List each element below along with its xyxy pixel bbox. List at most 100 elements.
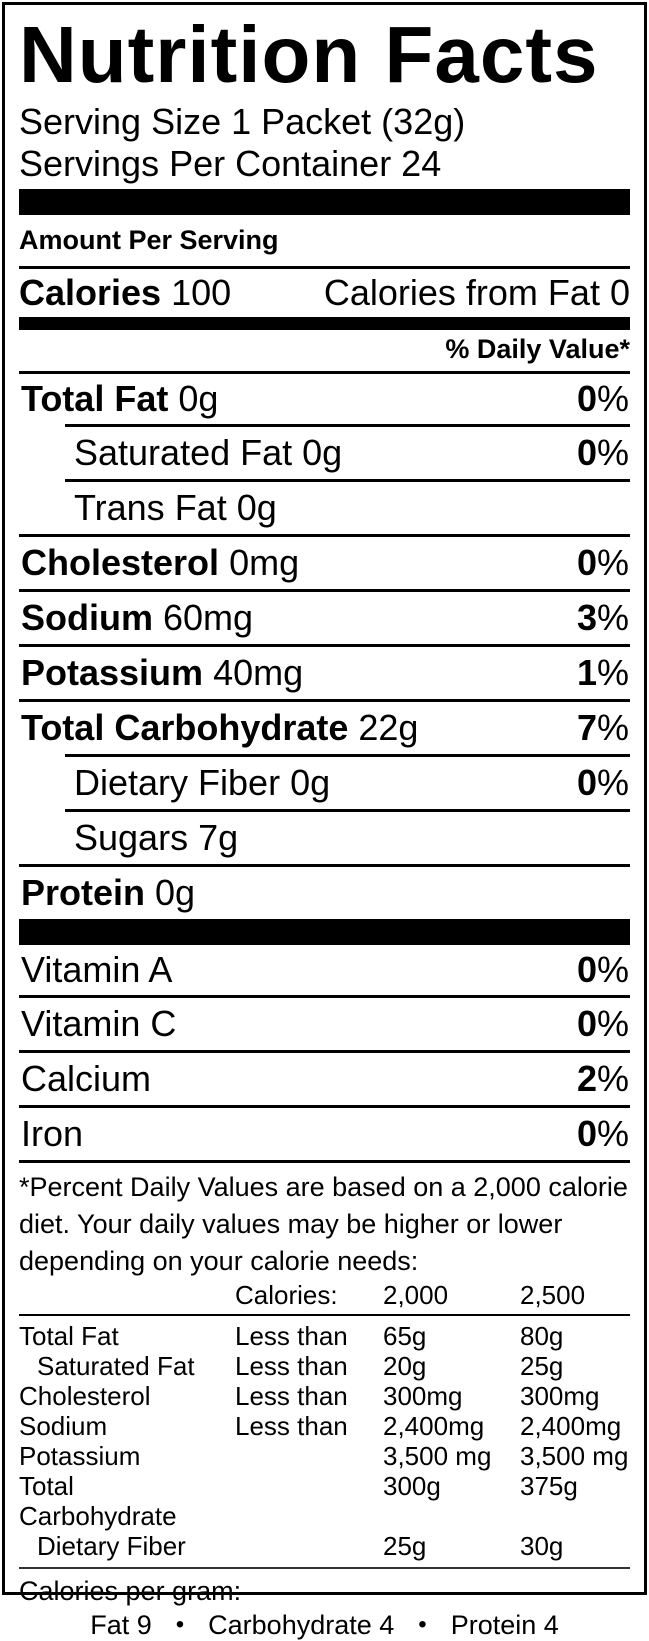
section-divider-bar xyxy=(19,189,630,215)
daily-value-digit: 0 xyxy=(576,762,597,803)
bullet-separator: • xyxy=(418,1611,427,1638)
nutrient-amount: 0g xyxy=(236,487,277,528)
vitamin-row: Iron 0% xyxy=(19,1105,630,1160)
nutrient-name: Cholesterol xyxy=(21,542,220,583)
nutrient-amount: 0g xyxy=(302,432,343,473)
calories-per-gram-item: Carbohydrate 4 xyxy=(208,1610,395,1640)
serving-size: Serving Size 1 Packet (32g) xyxy=(19,101,466,142)
nutrient-row: Total Fat 0g 0% xyxy=(19,374,630,424)
dv-table-nutrient: Saturated Fat xyxy=(37,1351,195,1381)
daily-value-percent: 0% xyxy=(577,1108,630,1160)
calories-value: Calories 100 xyxy=(19,269,231,317)
nutrient-amount: 0g xyxy=(178,378,219,419)
nutrient-amount: 22g xyxy=(358,707,419,748)
dv-table-col-2000: 2,000 xyxy=(383,1280,449,1310)
vitamin-row: Vitamin A 0% xyxy=(19,945,630,995)
dv-table-value-2500: 25g xyxy=(520,1351,564,1381)
calories-from-fat: Calories from Fat 0 xyxy=(324,269,630,317)
daily-value-table-header: Calories: 2,000 2,500 xyxy=(19,1280,630,1310)
dv-table-value-2500: 3,500 mg xyxy=(520,1441,629,1471)
dv-table-qualifier xyxy=(235,1531,383,1561)
percent-sign: % xyxy=(596,1113,629,1154)
nutrient-row: Sodium 60mg 3% xyxy=(19,589,630,644)
nutrient-name-amount: Sodium 60mg xyxy=(19,592,253,644)
nutrient-row: Trans Fat 0g xyxy=(65,479,630,534)
daily-value-digit: 0 xyxy=(576,1003,597,1044)
daily-value-percent: 0% xyxy=(577,945,630,995)
dv-table-row: Saturated Fat Less than 20g 25g xyxy=(19,1351,630,1381)
nutrient-row: Sugars 7g xyxy=(65,809,630,864)
nutrient-amount: 0mg xyxy=(229,542,300,583)
nutrient-name: Total Fat xyxy=(21,378,169,419)
dv-table-qualifier: Less than xyxy=(235,1411,348,1441)
dv-table-value-2500: 2,400mg xyxy=(520,1411,622,1441)
dv-table-nutrient: Potassium xyxy=(19,1441,141,1471)
calories-row: Calories 100 Calories from Fat 0 xyxy=(19,269,630,317)
dv-table-row: Total Carbohydrate 300g 375g xyxy=(19,1471,630,1531)
calories-per-gram-label: Calories per gram: xyxy=(19,1576,242,1606)
section-divider-bar xyxy=(19,919,630,945)
nutrient-name: Sodium xyxy=(21,597,153,638)
daily-value-digit: 1 xyxy=(576,652,597,693)
calories-label: Calories xyxy=(19,272,162,313)
nutrient-row: Cholesterol 0mg 0% xyxy=(19,534,630,589)
nutrient-name: Total Carbohydrate xyxy=(21,707,349,748)
dv-table-row: Sodium Less than 2,400mg 2,400mg xyxy=(19,1411,630,1441)
nutrient-row: Saturated Fat 0g 0% xyxy=(65,424,630,479)
nutrient-name: Sugars xyxy=(74,817,189,858)
daily-value-digit: 0 xyxy=(576,1113,597,1154)
daily-value-percent: 0% xyxy=(577,427,630,479)
dv-table-value-2500: 80g xyxy=(520,1321,564,1351)
percent-sign: % xyxy=(596,652,629,693)
calories-per-gram-item: Fat 9 xyxy=(90,1610,152,1640)
nutrient-amount: 40mg xyxy=(213,652,304,693)
calories-from-fat-label: Calories from Fat xyxy=(323,272,600,313)
dv-table-value-2000: 20g xyxy=(383,1351,427,1381)
dv-table-value-2000: 300mg xyxy=(383,1381,463,1411)
percent-sign: % xyxy=(596,542,629,583)
vitamin-name: Vitamin A xyxy=(21,949,173,990)
daily-value-table-rows: Total Fat Less than 65g 80g Saturated Fat Les… xyxy=(19,1314,630,1567)
calories-per-gram-item: Protein 4 xyxy=(450,1610,559,1640)
nutrient-row: Potassium 40mg 1% xyxy=(19,644,630,699)
vitamin-name: Calcium xyxy=(21,1058,152,1099)
daily-value-percent: 1% xyxy=(577,647,630,699)
daily-value-digit: 0 xyxy=(576,378,597,419)
bullet-separator: • xyxy=(175,1611,185,1638)
nutrient-amount: 7g xyxy=(198,817,239,858)
daily-value-header: % Daily Value* xyxy=(19,330,630,374)
dv-table-row: Cholesterol Less than 300mg 300mg xyxy=(19,1381,630,1411)
dv-table-nutrient: Cholesterol xyxy=(19,1381,151,1411)
dv-table-nutrient: Total Fat xyxy=(19,1321,119,1351)
dv-table-row: Total Fat Less than 65g 80g xyxy=(19,1321,630,1351)
daily-value-digit: 0 xyxy=(576,949,597,990)
calories-per-gram: Calories per gram: Fat 9 • Carbohydrate 4 •… xyxy=(19,1567,630,1641)
daily-value-footnote: *Percent Daily Values are based on a 2,0… xyxy=(19,1160,630,1280)
vitamin-name: Vitamin C xyxy=(21,1003,177,1044)
daily-value-digit: 7 xyxy=(576,707,597,748)
dv-table-value-2000: 3,500 mg xyxy=(383,1441,492,1471)
percent-sign: % xyxy=(596,762,629,803)
vitamin-row: Vitamin C 0% xyxy=(19,995,630,1050)
daily-value-digit: 3 xyxy=(576,597,597,638)
nutrient-name-amount: Saturated Fat 0g xyxy=(65,427,342,479)
daily-value-percent: 2% xyxy=(577,1053,630,1105)
dv-table-value-2000: 65g xyxy=(383,1321,427,1351)
nutrient-name-amount: Dietary Fiber 0g xyxy=(65,757,330,809)
dv-table-qualifier xyxy=(235,1471,383,1531)
dv-table-row: Dietary Fiber 25g 30g xyxy=(19,1531,630,1561)
nutrient-name: Saturated Fat xyxy=(74,432,293,473)
dv-table-col-2500: 2,500 xyxy=(520,1280,586,1310)
nutrient-name-amount: Total Fat 0g xyxy=(19,374,218,424)
daily-value-percent: 0% xyxy=(577,537,630,589)
label-title: Nutrition Facts xyxy=(19,10,599,99)
servings-per-container: Servings Per Container 24 xyxy=(19,143,442,184)
nutrient-rows: Total Fat 0g 0% Saturated Fat 0g 0% Trans Fa… xyxy=(19,374,630,919)
daily-value-digit: 0 xyxy=(576,542,597,583)
vitamin-name: Iron xyxy=(21,1113,84,1154)
percent-sign: % xyxy=(596,707,629,748)
dv-table-nutrient: Sodium xyxy=(19,1411,108,1441)
vitamin-row: Calcium 2% xyxy=(19,1050,630,1105)
daily-value-percent: 0% xyxy=(577,998,630,1050)
